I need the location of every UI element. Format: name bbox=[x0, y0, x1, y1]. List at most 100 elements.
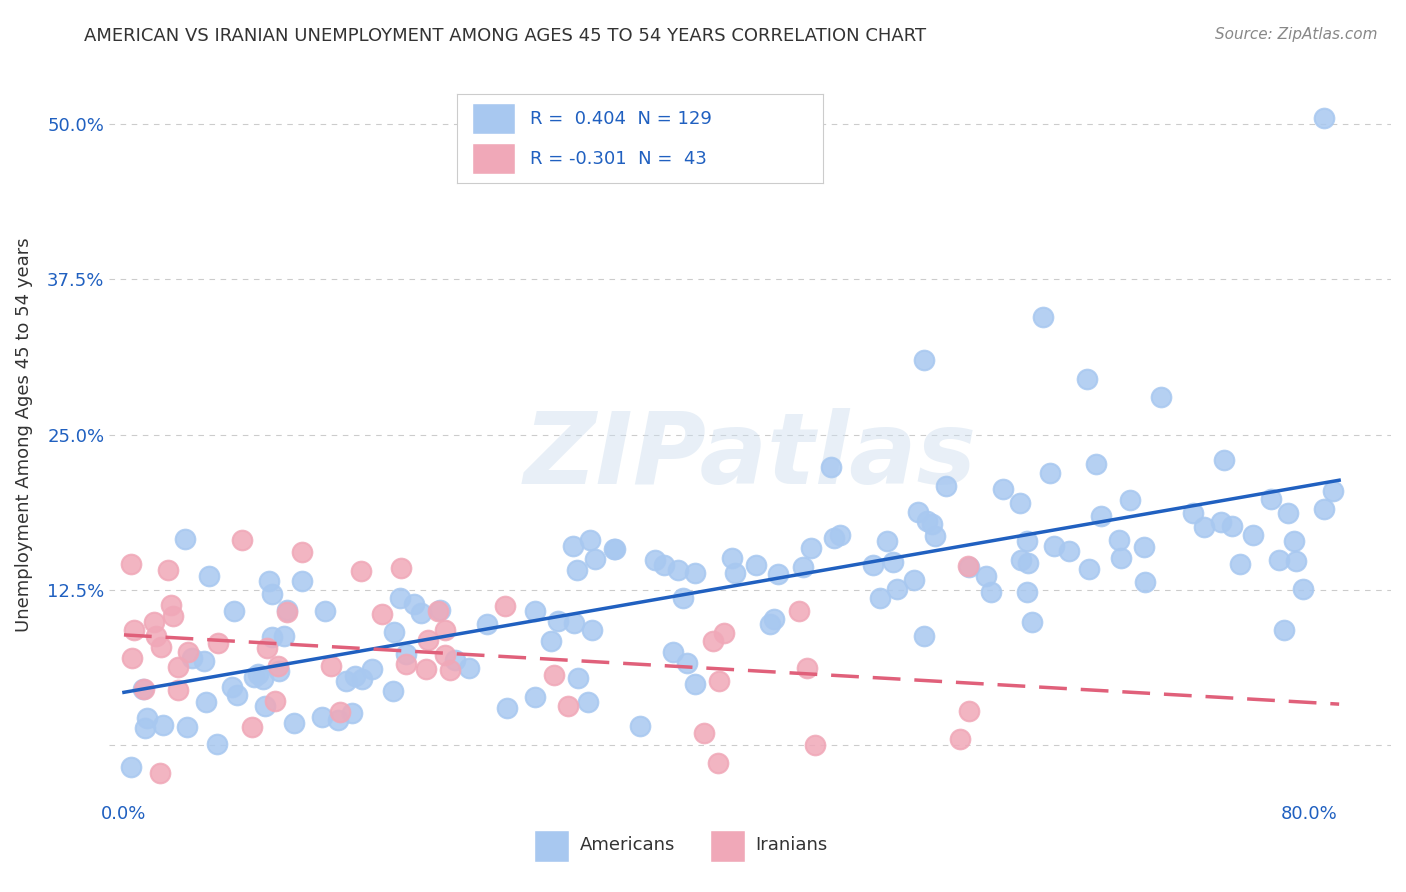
Point bbox=[150, 640, 173, 655]
Point bbox=[644, 553, 666, 567]
Point bbox=[1090, 508, 1112, 523]
Point bbox=[1015, 585, 1038, 599]
Point bbox=[162, 609, 184, 624]
Point bbox=[134, 722, 156, 736]
Point bbox=[167, 682, 190, 697]
Point bbox=[1229, 558, 1251, 572]
Point bbox=[132, 681, 155, 696]
Point bbox=[319, 658, 342, 673]
Point bbox=[581, 623, 603, 637]
Point bbox=[1032, 310, 1054, 324]
Point bbox=[252, 672, 274, 686]
Point bbox=[394, 657, 416, 672]
Point bbox=[882, 555, 904, 569]
Point bbox=[957, 559, 980, 574]
Point bbox=[361, 662, 384, 676]
Point bbox=[254, 698, 277, 713]
Point bbox=[1150, 390, 1173, 404]
Bar bbox=[710, 830, 745, 863]
Point bbox=[980, 585, 1002, 599]
Text: ZIPatlas: ZIPatlas bbox=[523, 408, 977, 505]
Point bbox=[264, 694, 287, 708]
Point bbox=[1182, 506, 1205, 520]
Point bbox=[565, 563, 588, 577]
Point bbox=[666, 563, 689, 577]
Point bbox=[352, 673, 374, 687]
Point bbox=[176, 719, 198, 733]
Point bbox=[135, 711, 157, 725]
Point bbox=[273, 629, 295, 643]
Bar bbox=[471, 103, 516, 134]
Point bbox=[181, 651, 204, 665]
Point bbox=[152, 717, 174, 731]
Point bbox=[869, 591, 891, 606]
Point bbox=[1322, 484, 1344, 499]
Point bbox=[291, 545, 314, 559]
Point bbox=[912, 353, 935, 368]
Point bbox=[402, 597, 425, 611]
Point bbox=[935, 479, 957, 493]
Point bbox=[382, 625, 405, 640]
Point bbox=[1109, 551, 1132, 566]
Point bbox=[993, 482, 1015, 496]
Point bbox=[177, 645, 200, 659]
Point bbox=[828, 528, 851, 542]
Point bbox=[912, 629, 935, 643]
Point bbox=[1011, 553, 1033, 567]
Point bbox=[283, 715, 305, 730]
Point bbox=[1015, 533, 1038, 548]
Point bbox=[1021, 615, 1043, 629]
Point bbox=[957, 704, 980, 718]
Point bbox=[394, 647, 416, 661]
Point bbox=[628, 718, 651, 732]
Point bbox=[193, 654, 215, 668]
Point bbox=[724, 566, 747, 580]
Point bbox=[429, 603, 451, 617]
Text: R =  0.404  N = 129: R = 0.404 N = 129 bbox=[530, 110, 711, 128]
Point bbox=[276, 605, 298, 619]
Point bbox=[496, 700, 519, 714]
Point bbox=[267, 664, 290, 678]
Point bbox=[956, 559, 979, 574]
Point bbox=[702, 634, 724, 648]
Point bbox=[540, 633, 562, 648]
Point bbox=[707, 674, 730, 689]
Point bbox=[907, 505, 929, 519]
Point bbox=[120, 760, 142, 774]
Point bbox=[547, 614, 569, 628]
Point bbox=[389, 561, 412, 575]
Point bbox=[1282, 533, 1305, 548]
Point bbox=[789, 604, 811, 618]
Point bbox=[132, 681, 155, 696]
Point bbox=[259, 574, 281, 588]
Point bbox=[458, 661, 481, 675]
Point bbox=[917, 514, 939, 528]
Text: Americans: Americans bbox=[581, 836, 675, 855]
Point bbox=[921, 516, 943, 531]
Point bbox=[194, 696, 217, 710]
Point bbox=[1220, 518, 1243, 533]
Point bbox=[340, 706, 363, 720]
Point bbox=[434, 623, 457, 637]
Point bbox=[603, 542, 626, 557]
Point bbox=[443, 653, 465, 667]
Point bbox=[207, 636, 229, 650]
Point bbox=[1272, 624, 1295, 638]
Point bbox=[262, 587, 284, 601]
Point bbox=[1241, 528, 1264, 542]
Point bbox=[262, 631, 284, 645]
Text: Iranians: Iranians bbox=[756, 836, 828, 855]
Point bbox=[792, 560, 814, 574]
Point bbox=[603, 541, 626, 556]
Point bbox=[949, 732, 972, 747]
Point bbox=[205, 738, 228, 752]
Point bbox=[823, 531, 845, 545]
Point bbox=[409, 606, 432, 620]
Point bbox=[683, 566, 706, 580]
Point bbox=[523, 605, 546, 619]
Point bbox=[344, 669, 367, 683]
Point bbox=[1192, 520, 1215, 534]
Point bbox=[820, 460, 842, 475]
Point bbox=[434, 648, 457, 663]
Point bbox=[562, 616, 585, 631]
